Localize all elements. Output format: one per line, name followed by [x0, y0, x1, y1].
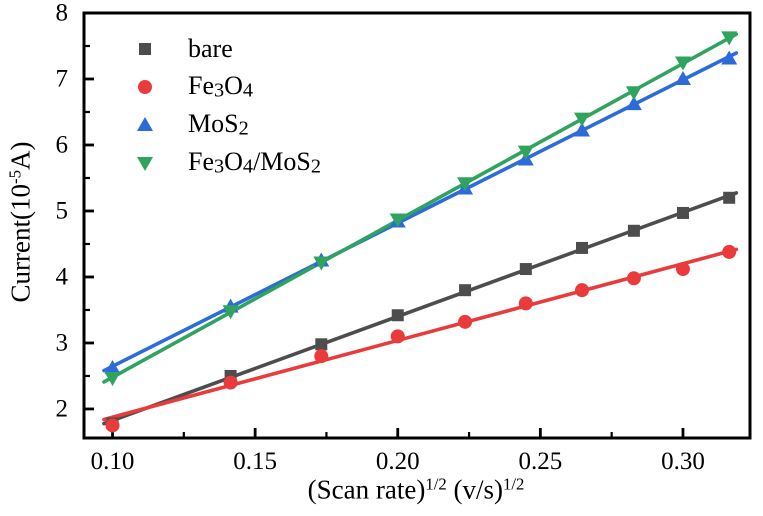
subscript: 3: [214, 79, 225, 102]
legend-label-bare: bare: [188, 36, 233, 62]
data-point-fe3o4-mos2: [721, 31, 738, 46]
label-part: A): [5, 141, 36, 171]
legend-label-mos2: MoS2: [188, 111, 249, 139]
data-point-fe3o4: [575, 283, 590, 298]
y-tick-label: 4: [56, 263, 69, 290]
x-tick-label: 0.30: [661, 448, 705, 475]
data-point-fe3o4: [518, 296, 533, 311]
square-marker-icon: [139, 43, 151, 55]
y-tick-label: 3: [56, 329, 69, 356]
data-point-fe3o4-mos2: [313, 256, 330, 271]
subscript: 3: [214, 155, 225, 178]
legend-item-bare: bare: [130, 30, 321, 68]
label-part: O: [224, 147, 243, 177]
y-tick-label: 6: [56, 131, 69, 158]
triangle-down-marker-icon: [137, 157, 153, 171]
y-axis-label: Current(10-5A): [5, 142, 36, 303]
label-part: (v/s): [446, 474, 503, 505]
data-point-fe3o4-mos2: [517, 145, 534, 160]
axes-frame: [82, 11, 752, 440]
fit-line-fe3o4: [102, 247, 739, 422]
fit-line-bare: [102, 191, 739, 426]
y-tick-label: 8: [56, 0, 69, 27]
data-point-mos2: [574, 122, 591, 137]
label-part: MoS: [188, 109, 239, 139]
data-point-mos2: [625, 96, 642, 111]
triangle-up-marker-icon: [137, 117, 153, 131]
data-point-mos2: [674, 70, 691, 85]
legend-item-fe3o4-mos2: Fe3O4/MoS2: [130, 144, 321, 182]
data-point-fe3o4: [626, 271, 641, 286]
data-point-bare: [576, 241, 589, 254]
y-tick-label: 5: [56, 197, 69, 224]
label-part: O: [224, 71, 243, 101]
x-tick-label: 0.15: [233, 448, 277, 475]
data-point-fe3o4-mos2: [389, 213, 406, 228]
subscript: 4: [242, 155, 254, 178]
data-point-bare: [391, 309, 404, 322]
y-tick-label: 7: [56, 65, 69, 92]
circle-marker-icon: [138, 80, 152, 94]
data-point-fe3o4-mos2: [222, 305, 239, 320]
subscript: 2: [310, 155, 322, 178]
data-point-fe3o4: [390, 329, 405, 344]
label-part: (Scan rate): [307, 474, 426, 505]
data-point-fe3o4-mos2: [574, 112, 591, 127]
x-tick-label: 0.20: [376, 448, 420, 475]
data-point-fe3o4: [223, 375, 238, 390]
data-point-bare: [459, 284, 472, 297]
superscript: -5: [5, 170, 25, 184]
x-tick-label: 0.25: [518, 448, 562, 475]
label-part: bare: [188, 34, 233, 63]
data-point-fe3o4: [314, 349, 329, 364]
data-point-fe3o4: [458, 314, 473, 329]
label-part: Fe: [188, 71, 214, 101]
data-point-fe3o4-mos2: [104, 371, 121, 386]
data-point-fe3o4-mos2: [674, 56, 691, 71]
superscript: 1/2: [502, 474, 525, 494]
triangle-down-marker-icon: [137, 157, 153, 171]
data-point-bare: [676, 206, 689, 219]
x-tick-label: 0.10: [91, 448, 135, 475]
data-point-fe3o4: [722, 244, 737, 259]
subscript: 4: [242, 79, 254, 102]
data-point-bare: [519, 263, 532, 276]
label-part: Current(10: [5, 183, 36, 303]
data-point-fe3o4-mos2: [457, 177, 474, 192]
subscript: 2: [238, 117, 249, 140]
series-fe3o4-mos2: [104, 31, 738, 386]
legend-item-mos2: MoS2: [130, 106, 321, 144]
triangle-up-marker-icon: [137, 117, 153, 131]
legend-item-fe3o4: Fe3O4: [130, 68, 321, 106]
x-axis-label: (Scan rate)1/2 (v/s)1/2: [308, 474, 525, 505]
label-part: Fe: [188, 147, 214, 177]
label-part: /MoS: [253, 147, 311, 177]
y-tick-label: 2: [56, 395, 69, 422]
data-point-fe3o4-mos2: [625, 86, 642, 101]
data-point-bare: [627, 224, 640, 237]
legend-label-fe3o4: Fe3O4: [188, 73, 253, 101]
data-point-mos2: [104, 360, 121, 375]
superscript: 1/2: [425, 474, 447, 494]
circle-marker-icon: [138, 80, 152, 94]
data-point-bare: [723, 191, 736, 204]
data-point-bare: [315, 338, 328, 351]
square-marker-icon: [139, 43, 151, 55]
data-point-mos2: [721, 50, 738, 65]
legend: bare Fe3O4 MoS2 Fe3O4/MoS2: [130, 30, 321, 182]
data-point-fe3o4: [675, 262, 690, 277]
legend-label-fe3o4-mos2: Fe3O4/MoS2: [188, 149, 321, 177]
data-point-fe3o4: [105, 418, 120, 433]
series-fe3o4: [105, 244, 737, 433]
data-layer: [102, 31, 739, 433]
